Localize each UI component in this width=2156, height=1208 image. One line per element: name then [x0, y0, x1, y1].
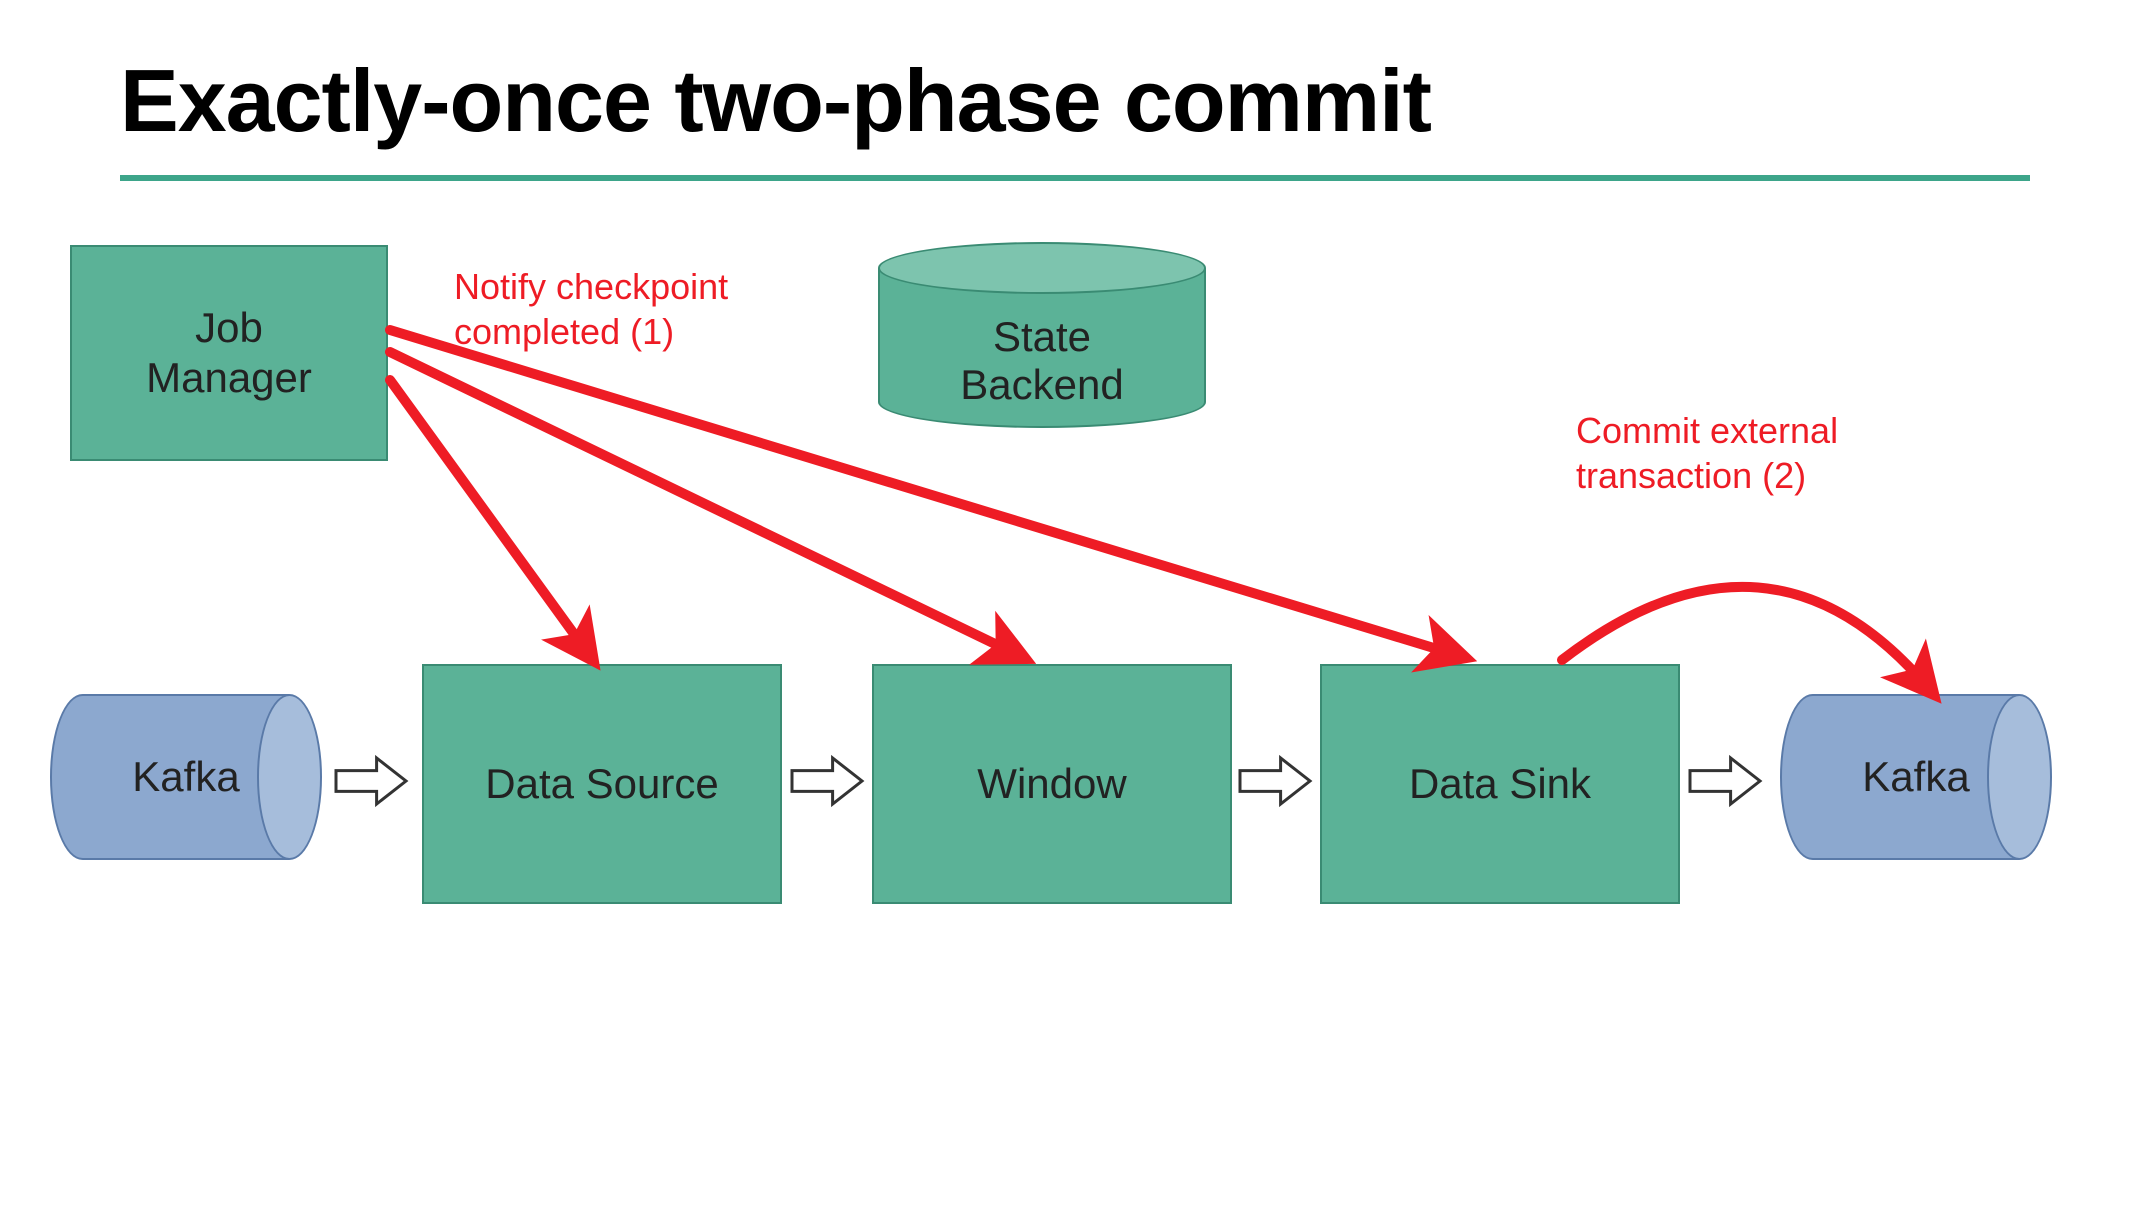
node-label: Kafka	[1780, 753, 2052, 801]
node-label: StateBackend	[878, 313, 1206, 410]
annotation-notify-checkpoint: Notify checkpointcompleted (1)	[454, 264, 728, 354]
node-label: Window	[977, 759, 1126, 809]
node-kafka-left: Kafka	[50, 694, 322, 860]
node-data-sink: Data Sink	[1320, 664, 1680, 904]
node-kafka-right: Kafka	[1780, 694, 2052, 860]
node-job-manager: JobManager	[70, 245, 388, 461]
flow-arrow	[1690, 758, 1760, 804]
red-arrow-jm-to-source	[390, 380, 590, 656]
node-label: Data Sink	[1409, 759, 1591, 809]
annotation-commit-transaction: Commit externaltransaction (2)	[1576, 408, 1838, 498]
page-title: Exactly-once two-phase commit	[120, 50, 1431, 152]
arrows-overlay	[0, 0, 2156, 1208]
node-label: Data Source	[485, 759, 718, 809]
flow-arrow	[792, 758, 862, 804]
cylinder-top	[878, 242, 1206, 294]
flow-arrow	[1240, 758, 1310, 804]
node-window: Window	[872, 664, 1232, 904]
title-underline	[120, 175, 2030, 181]
node-data-source: Data Source	[422, 664, 782, 904]
node-label: JobManager	[146, 303, 312, 404]
flow-arrow	[336, 758, 406, 804]
node-state-backend: StateBackend	[878, 242, 1206, 428]
node-label: Kafka	[50, 753, 322, 801]
